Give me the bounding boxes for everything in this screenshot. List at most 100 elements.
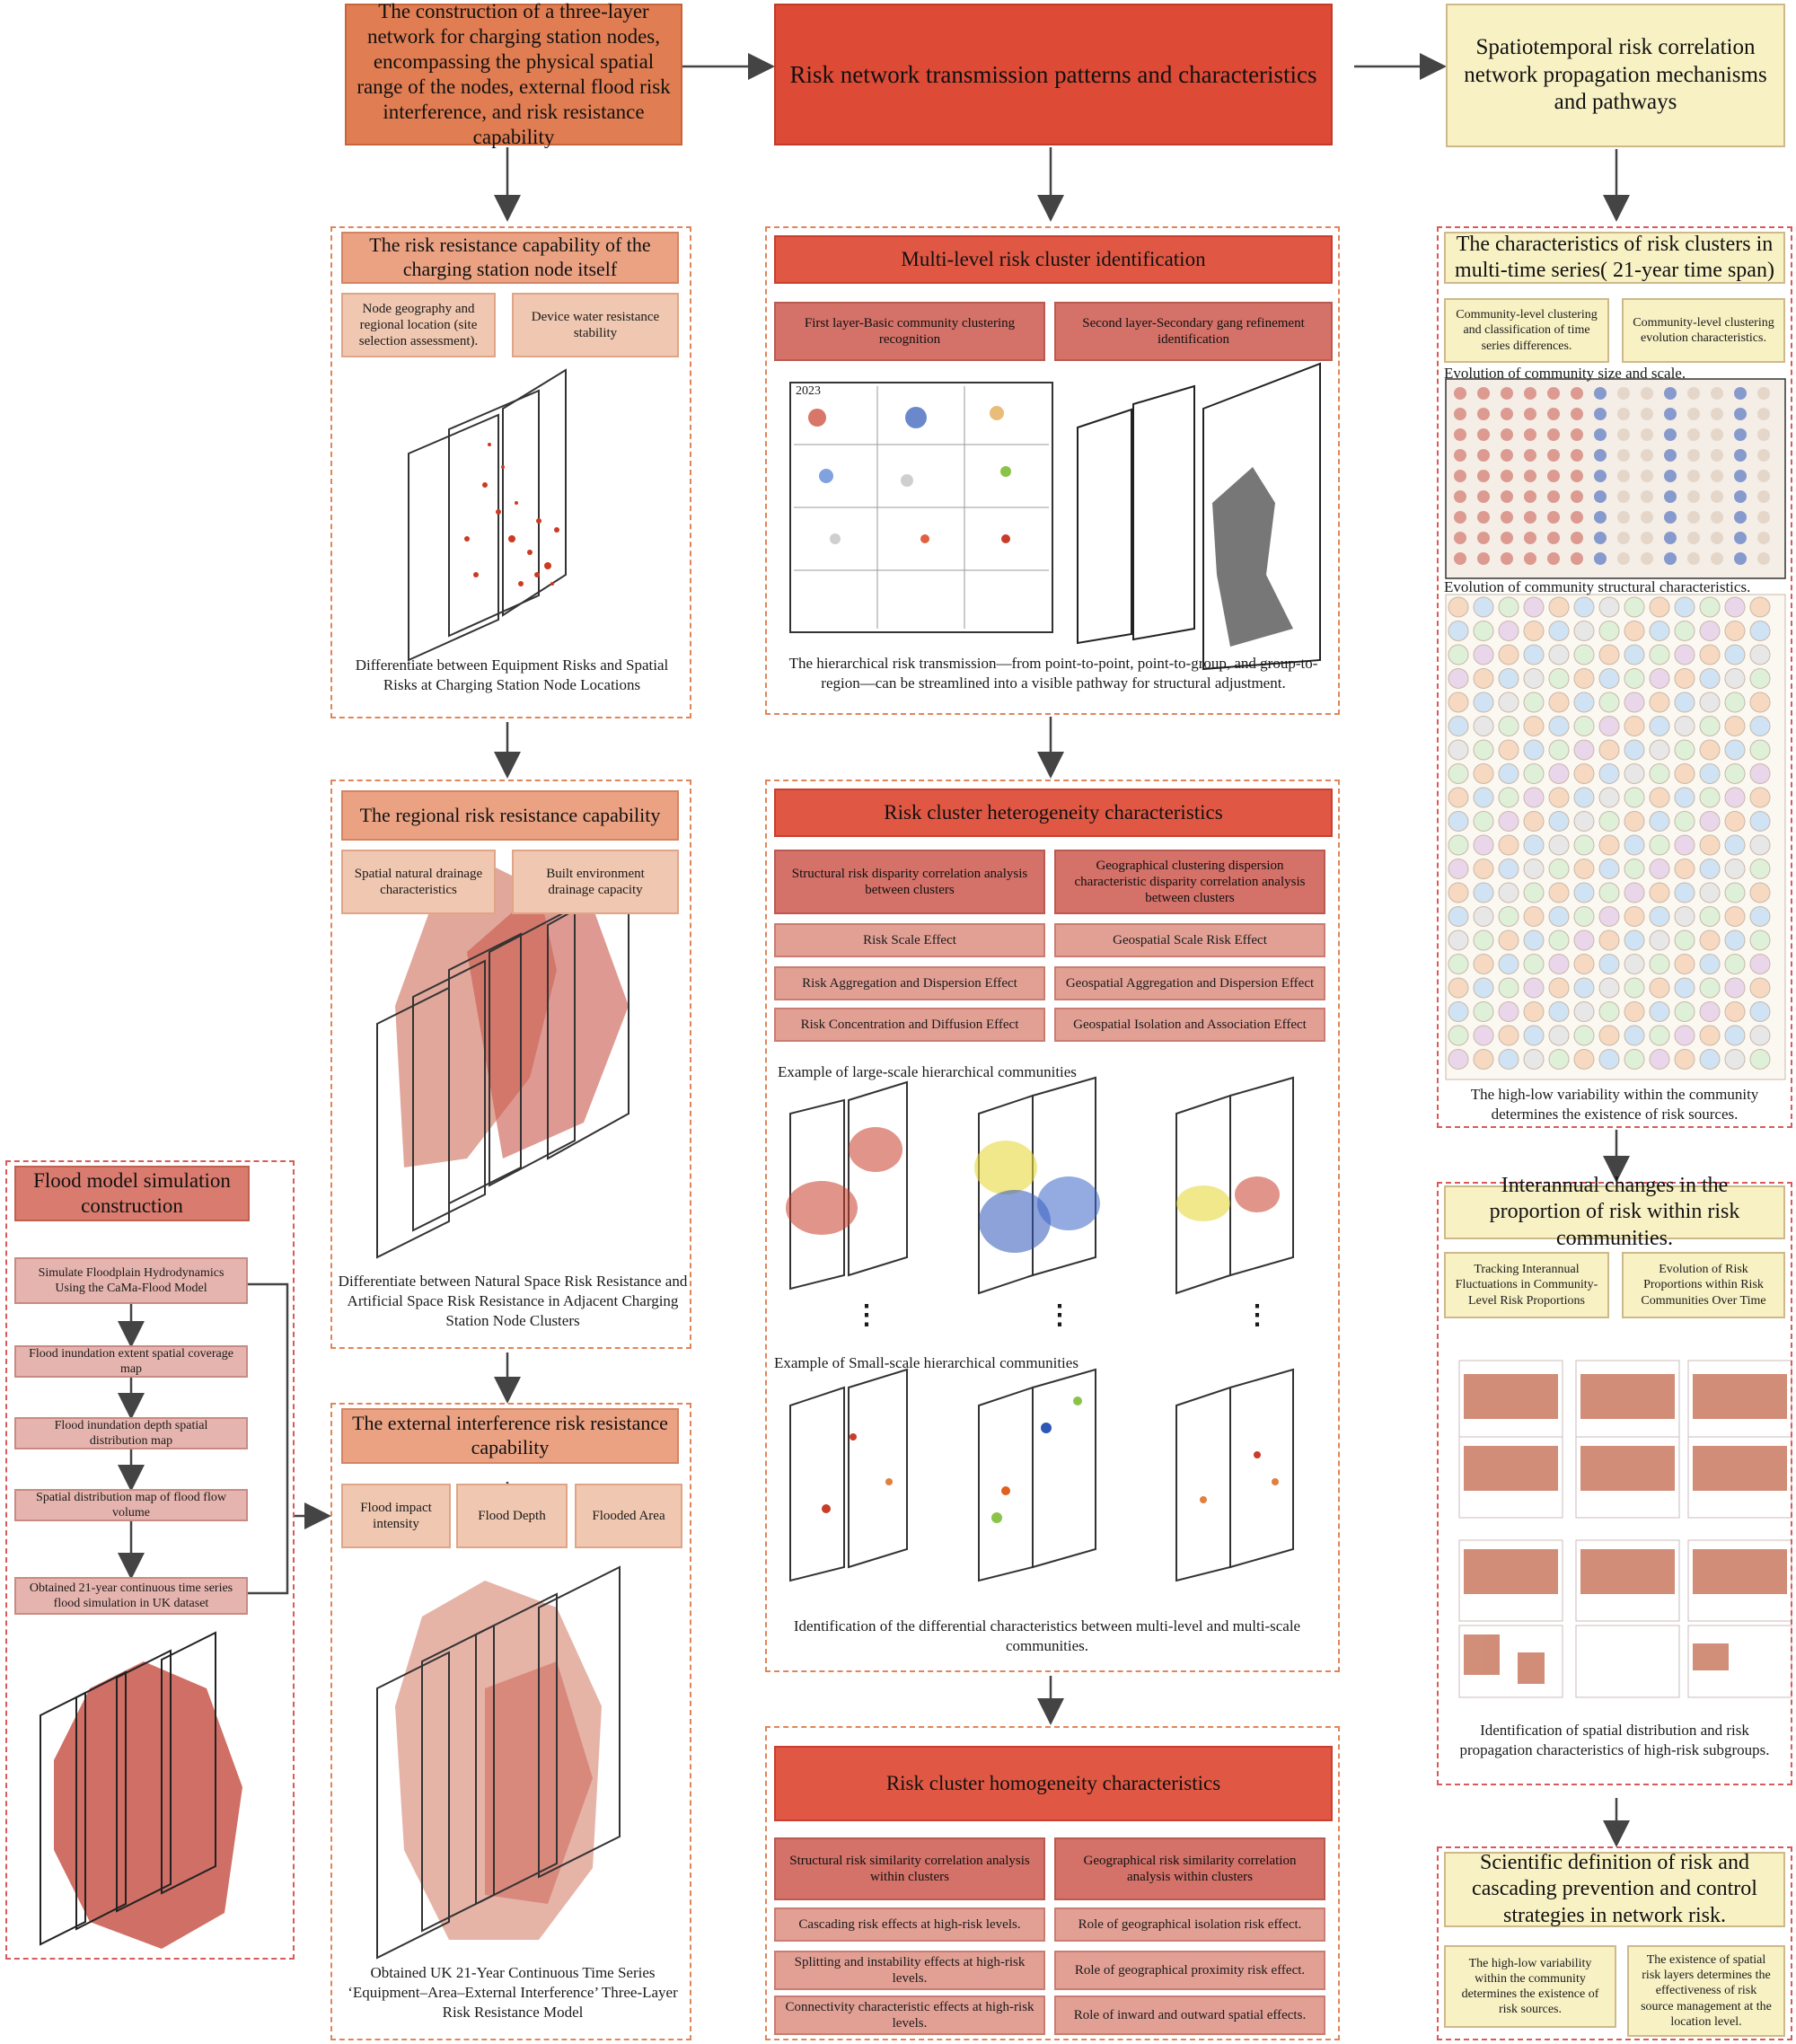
structure-thumb (1498, 811, 1519, 832)
natural-drainage-item: Spatial natural drainage characteristics (341, 850, 496, 914)
structure-thumb (1548, 739, 1570, 761)
size-thumb (1454, 470, 1466, 482)
size-thumb (1571, 408, 1583, 420)
structure-thumb (1598, 882, 1620, 903)
structure-thumb (1548, 977, 1570, 999)
risk-aggregation-effect: Risk Aggregation and Dispersion Effect (774, 966, 1045, 1000)
structure-thumb (1649, 621, 1670, 641)
size-thumb (1594, 408, 1607, 420)
built-drainage-item: Built environment drainage capacity (512, 850, 679, 914)
structure-thumb (1473, 1025, 1494, 1046)
structure-thumb (1749, 787, 1771, 808)
structure-thumb (1674, 906, 1695, 927)
cascading-effect: Cascading risk effects at high-risk leve… (774, 1907, 1045, 1942)
structure-thumb (1498, 882, 1519, 903)
structure-thumb (1598, 1049, 1620, 1070)
size-thumb (1711, 511, 1723, 524)
structure-thumb (1724, 906, 1746, 927)
homogeneity-title: Risk cluster homogeneity characteristics (774, 1746, 1333, 1821)
multitime-title: The characteristics of risk clusters in … (1444, 232, 1785, 284)
structure-thumb (1749, 668, 1771, 689)
size-thumb (1594, 428, 1607, 441)
size-thumb (1757, 428, 1770, 441)
size-thumb (1454, 511, 1466, 524)
structure-thumb (1498, 787, 1519, 808)
regional-capability-title: The regional risk resistance capability (341, 790, 679, 841)
structure-thumb (1598, 1001, 1620, 1022)
structure-thumb (1749, 954, 1771, 974)
structure-thumb (1548, 692, 1570, 713)
structure-thumb (1724, 1049, 1746, 1070)
structure-thumb (1624, 906, 1645, 927)
structure-thumb (1674, 763, 1695, 784)
flood-depth-item: Flood Depth (456, 1484, 568, 1548)
structure-thumb (1598, 906, 1620, 927)
size-thumb (1617, 552, 1630, 565)
structural-similarity-head: Structural risk similarity correlation a… (774, 1837, 1045, 1900)
structure-thumb (1548, 787, 1570, 808)
structure-thumb (1498, 1049, 1519, 1070)
structure-thumb (1573, 1025, 1595, 1046)
structure-thumb (1649, 811, 1670, 832)
flood-panel-title: Flood model simulation construction (14, 1166, 250, 1221)
structure-thumb (1473, 739, 1494, 761)
structure-thumb (1598, 596, 1620, 618)
size-thumb (1547, 449, 1560, 462)
flood-step-flow: Spatial distribution map of flood flow v… (14, 1489, 248, 1521)
structure-thumb (1624, 1001, 1645, 1022)
size-thumb (1477, 552, 1490, 565)
size-thumb (1641, 428, 1653, 441)
structure-thumb (1699, 644, 1721, 665)
size-thumb (1571, 552, 1583, 565)
size-thumb (1641, 552, 1653, 565)
structure-thumb (1498, 716, 1519, 736)
interannual-panel (1437, 1182, 1792, 1785)
size-thumb (1501, 490, 1513, 503)
size-thumb (1687, 511, 1700, 524)
top-title-transmission: Risk network transmission patterns and c… (774, 4, 1333, 145)
structure-thumb (1624, 859, 1645, 879)
size-thumb (1454, 387, 1466, 400)
node-geography-item: Node geography and regional location (si… (341, 293, 496, 357)
structure-thumb (1573, 977, 1595, 999)
size-thumb (1757, 387, 1770, 400)
structure-thumb (1448, 929, 1469, 951)
structure-thumb (1624, 811, 1645, 832)
structure-thumb (1548, 596, 1570, 618)
scientific-panel (1437, 1846, 1792, 2040)
size-thumb (1477, 470, 1490, 482)
structure-thumb (1448, 1001, 1469, 1022)
size-thumb (1524, 449, 1536, 462)
structure-thumb (1624, 1049, 1645, 1070)
structure-thumb (1699, 739, 1721, 761)
flood-layer-frames (40, 1631, 216, 1946)
size-thumb (1617, 490, 1630, 503)
multitime-evolution-item: Community-level clustering evolution cha… (1622, 298, 1785, 363)
structure-thumb (1724, 882, 1746, 903)
node-layer-frames (408, 368, 567, 662)
structure-thumb (1674, 859, 1695, 879)
size-thumb (1617, 387, 1630, 400)
structure-thumb (1649, 668, 1670, 689)
structure-thumb (1473, 834, 1494, 856)
structure-thumb (1749, 977, 1771, 999)
structure-thumb (1598, 929, 1620, 951)
size-thumb (1687, 428, 1700, 441)
structure-thumb (1624, 763, 1645, 784)
structure-thumb (1473, 716, 1494, 736)
structure-thumb (1649, 834, 1670, 856)
structure-thumb (1573, 1049, 1595, 1070)
size-thumb (1477, 532, 1490, 544)
structure-thumb (1699, 621, 1721, 641)
structure-thumb (1473, 882, 1494, 903)
size-thumb (1664, 490, 1677, 503)
structure-thumb (1473, 1049, 1494, 1070)
size-thumb (1524, 490, 1536, 503)
size-thumb (1687, 552, 1700, 565)
structure-thumb (1749, 621, 1771, 641)
size-thumb (1664, 408, 1677, 420)
structure-thumb (1573, 763, 1595, 784)
interannual-evolution-item: Evolution of Risk Proportions within Ris… (1622, 1252, 1785, 1318)
size-thumb (1734, 511, 1747, 524)
size-thumb (1501, 552, 1513, 565)
